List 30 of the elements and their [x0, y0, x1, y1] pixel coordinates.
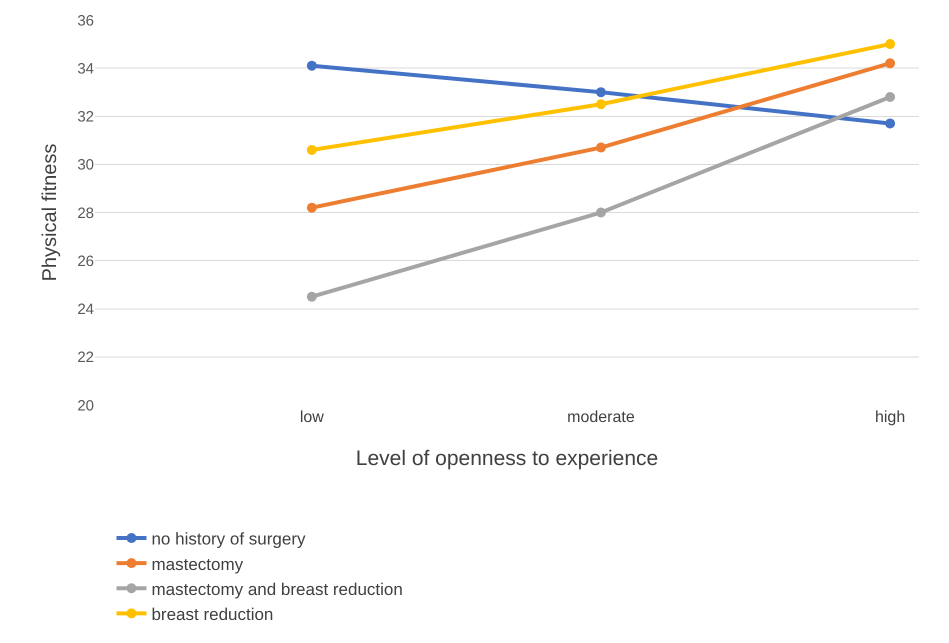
point	[596, 99, 606, 110]
y-tick-label: 22	[77, 349, 94, 366]
x-tick-label: moderate	[567, 409, 635, 426]
y-tick-label: 28	[77, 204, 94, 222]
legend-label: mastectomy	[151, 554, 244, 574]
point	[885, 118, 896, 128]
x-tick-label: high	[874, 409, 906, 426]
y-tick-label: 24	[77, 301, 94, 318]
y-axis-title: Physical fitness	[38, 144, 61, 282]
legend-label: mastectomy and breast reduction	[151, 580, 403, 599]
legend-label: breast reduction	[151, 604, 274, 624]
x-tick-label: low	[300, 409, 324, 426]
point	[306, 292, 317, 302]
y-tick-label: 34	[77, 60, 94, 78]
legend-label: no history of surgery	[151, 530, 306, 549]
point	[596, 87, 606, 98]
point	[596, 142, 606, 153]
y-tick-label: 36	[77, 12, 94, 30]
point	[306, 60, 317, 71]
point	[306, 144, 317, 155]
point	[596, 208, 606, 218]
y-tick-label: 20	[77, 397, 94, 414]
y-tick-label: 32	[77, 108, 94, 126]
point	[885, 58, 896, 68]
y-tick-label: 30	[77, 156, 94, 174]
point	[885, 92, 896, 102]
x-axis-title: Level of openness to experience	[356, 447, 658, 470]
point	[885, 39, 896, 50]
y-tick-label: 26	[77, 252, 94, 270]
point	[306, 202, 317, 213]
